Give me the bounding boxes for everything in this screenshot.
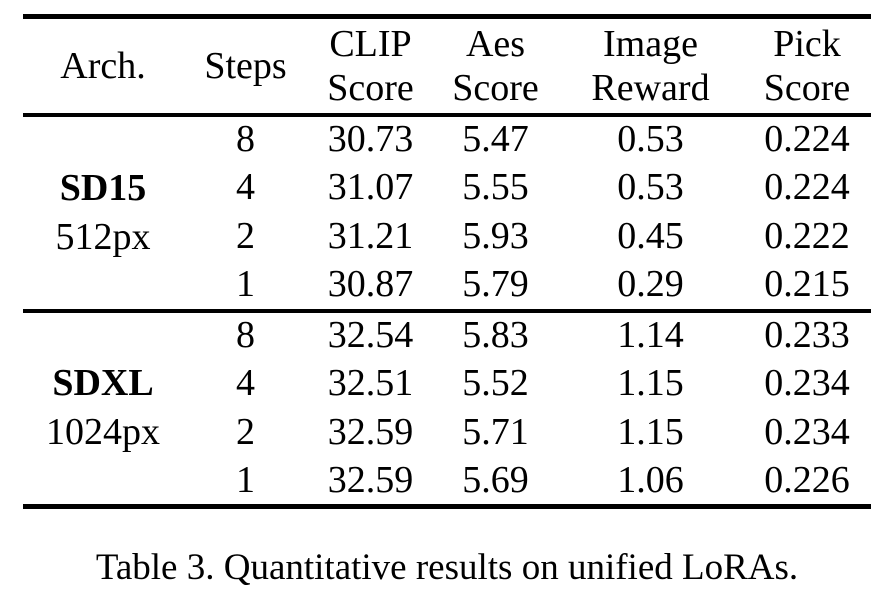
- column-header-aes-line1: Aes: [465, 22, 526, 65]
- group-sd15: SD15 512px 8 30.73 5.47 0.53 0.224 4 31.…: [23, 115, 871, 311]
- cell-steps: 4: [236, 166, 255, 209]
- column-header-clip-score: CLIP Score: [308, 16, 433, 117]
- cell-image-reward: 0.53: [617, 166, 684, 209]
- cell-pick-score: 0.226: [764, 458, 850, 501]
- column-header-pick-line1: Pick: [773, 22, 841, 65]
- column-header-image-line1: Image: [603, 22, 698, 65]
- cell-steps: 4: [236, 362, 255, 405]
- arch-cell-sdxl: SDXL 1024px: [23, 308, 183, 507]
- table-row: 4 31.07 5.55 0.53 0.224: [23, 164, 871, 213]
- cell-aes-score: 5.83: [433, 308, 558, 360]
- column-header-arch-label: Arch.: [60, 44, 146, 87]
- column-header-pick-line2: Score: [763, 66, 851, 109]
- cell-aes-score: 5.69: [462, 458, 529, 501]
- cell-pick-score: 0.233: [743, 308, 871, 360]
- cell-image-reward: 1.15: [617, 411, 684, 454]
- table-row: 1 30.87 5.79 0.29 0.215: [23, 262, 871, 311]
- table-row: 4 32.51 5.52 1.15 0.234: [23, 360, 871, 409]
- column-header-image-line2: Reward: [591, 66, 710, 109]
- cell-clip-score: 32.59: [327, 458, 414, 501]
- paper-figure: Arch. Steps CLIP Score Aes Score Image R…: [23, 14, 871, 588]
- column-header-aes-line2: Score: [452, 66, 539, 109]
- cell-steps: 8: [236, 118, 255, 161]
- cell-steps: 2: [236, 215, 255, 258]
- cell-pick-score: 0.215: [764, 263, 850, 306]
- cell-aes-score: 5.79: [462, 263, 529, 306]
- arch-name: SDXL: [52, 362, 154, 405]
- arch-resolution: 512px: [55, 215, 151, 258]
- table-row: 2 31.21 5.93 0.45 0.222: [23, 213, 871, 262]
- cell-clip-score: 32.51: [327, 362, 414, 405]
- cell-pick-score: 0.234: [764, 362, 850, 405]
- column-header-steps-label: Steps: [204, 44, 287, 87]
- cell-clip-score: 30.87: [327, 263, 414, 306]
- arch-cell-sd15: SD15 512px: [23, 115, 183, 311]
- group-sdxl: SDXL 1024px 8 32.54 5.83 1.14 0.233 4 32…: [23, 308, 871, 507]
- column-header-steps: Steps: [183, 16, 308, 117]
- cell-aes-score: 5.93: [462, 215, 529, 258]
- column-header-arch: Arch.: [23, 16, 183, 117]
- column-header-pick-score: Pick Score: [743, 16, 871, 117]
- column-header-image-reward: Image Reward: [558, 16, 743, 117]
- cell-aes-score: 5.55: [462, 166, 529, 209]
- column-header-clip-line2: Score: [327, 66, 414, 109]
- results-table: Arch. Steps CLIP Score Aes Score Image R…: [23, 14, 871, 509]
- cell-pick-score: 0.222: [764, 215, 850, 258]
- cell-steps: 8: [183, 308, 308, 360]
- cell-image-reward: 0.29: [617, 263, 684, 306]
- column-header-clip-line1: CLIP: [329, 22, 412, 65]
- cell-aes-score: 5.52: [462, 362, 529, 405]
- cell-clip-score: 32.59: [327, 411, 414, 454]
- header-row: Arch. Steps CLIP Score Aes Score Image R…: [23, 16, 871, 117]
- column-header-aes-score: Aes Score: [433, 16, 558, 117]
- arch-resolution: 1024px: [46, 411, 160, 454]
- table-header: Arch. Steps CLIP Score Aes Score Image R…: [23, 16, 871, 117]
- cell-steps: 1: [236, 458, 255, 501]
- cell-clip-score: 31.21: [327, 215, 414, 258]
- cell-clip-score: 30.73: [327, 118, 414, 161]
- table-row: 2 32.59 5.71 1.15 0.234: [23, 409, 871, 458]
- cell-steps: 1: [236, 263, 255, 306]
- cell-image-reward: 1.06: [617, 458, 684, 501]
- cell-aes-score: 5.71: [462, 411, 529, 454]
- cell-steps: 2: [236, 411, 255, 454]
- cell-clip-score: 31.07: [327, 166, 414, 209]
- table-row: SDXL 1024px 8 32.54 5.83 1.14 0.233: [23, 308, 871, 507]
- cell-image-reward: 0.45: [617, 215, 684, 258]
- cell-pick-score: 0.234: [764, 411, 850, 454]
- table-row: SD15 512px 8 30.73 5.47 0.53 0.224: [23, 115, 871, 257]
- table-caption: Table 3. Quantitative results on unified…: [95, 547, 799, 588]
- cell-pick-score: 0.224: [764, 166, 850, 209]
- cell-pick-score: 0.224: [764, 118, 850, 161]
- cell-image-reward: 1.14: [558, 308, 743, 360]
- cell-clip-score: 32.54: [308, 308, 433, 360]
- arch-name: SD15: [59, 166, 147, 209]
- cell-image-reward: 0.53: [617, 118, 684, 161]
- table-row: 1 32.59 5.69 1.06 0.226: [23, 458, 871, 507]
- cell-image-reward: 1.15: [617, 362, 684, 405]
- cell-aes-score: 5.47: [462, 118, 529, 161]
